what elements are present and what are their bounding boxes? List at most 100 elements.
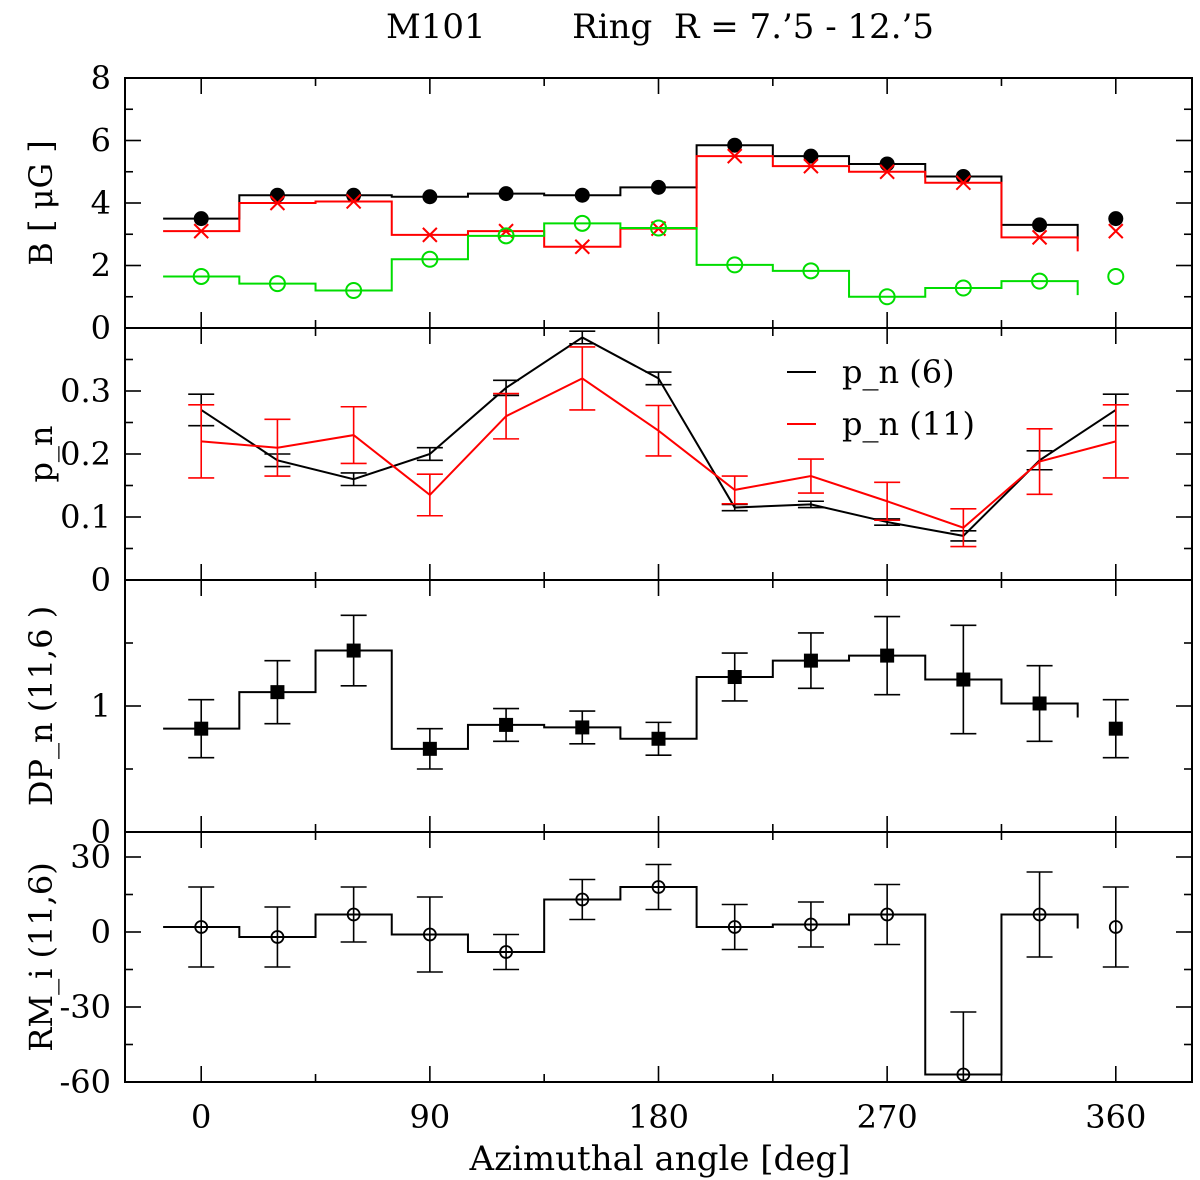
data-point	[1108, 211, 1124, 227]
data-point	[1032, 217, 1048, 233]
data-point	[727, 670, 742, 685]
step-line	[163, 155, 1079, 252]
data-point	[804, 917, 818, 932]
series-RM-0	[163, 863, 1129, 1083]
error-bar	[645, 371, 672, 386]
error-bar	[340, 472, 367, 487]
data-point	[650, 219, 667, 237]
data-point	[803, 148, 819, 164]
x-axis-label: Azimuthal angle [deg]	[469, 1139, 851, 1179]
x-tick-label: 0	[191, 1098, 211, 1136]
error-bar	[645, 404, 672, 457]
error-bar	[416, 896, 443, 973]
y-tick-label: 0	[91, 813, 111, 851]
data-point	[651, 731, 666, 746]
error-bar	[950, 508, 977, 548]
data-point	[1108, 721, 1123, 736]
data-point	[346, 643, 361, 658]
panel-DP: 0 1 DP_n (11,6 )	[22, 579, 1193, 851]
data-point	[1108, 223, 1124, 239]
ticks-B	[125, 77, 1192, 329]
y-axis-label: p_n	[22, 425, 60, 482]
panel-frame	[124, 831, 1193, 1083]
y-tick-label: 0	[91, 913, 111, 951]
data-point	[345, 282, 363, 299]
data-point	[192, 267, 210, 285]
data-point	[422, 189, 438, 205]
x-tick-label: 180	[628, 1098, 689, 1136]
data-point	[880, 907, 895, 922]
y-tick-label: -30	[59, 988, 111, 1026]
data-point	[727, 920, 742, 934]
error-bar	[493, 392, 520, 440]
data-point	[802, 262, 820, 280]
y-tick-label: 0	[91, 561, 111, 599]
data-point	[879, 164, 895, 180]
step-line	[163, 222, 1079, 298]
error-bar	[797, 901, 824, 948]
chart-title: M101 Ring R = 7.’5 - 12.’5	[386, 7, 934, 47]
data-point	[726, 256, 744, 274]
data-point	[574, 239, 590, 255]
y-tick-label: 6	[91, 122, 111, 160]
data-point	[879, 156, 895, 172]
data-point	[956, 1067, 971, 1082]
error-bar	[340, 405, 367, 465]
error-bar	[569, 878, 596, 921]
data-point	[1107, 267, 1125, 285]
error-bar	[950, 1011, 977, 1083]
series-B-2	[163, 214, 1125, 306]
data-point	[573, 214, 591, 232]
error-bar	[569, 330, 596, 345]
data-point	[880, 648, 895, 663]
y-tick-label: 0.1	[60, 498, 111, 536]
data-point	[497, 227, 515, 245]
series-DP-0	[163, 614, 1129, 770]
error-bar	[264, 418, 291, 477]
data-point	[422, 741, 437, 756]
data-point	[268, 275, 286, 293]
x-tick-label: 90	[409, 1098, 450, 1136]
data-point	[803, 653, 818, 668]
data-point	[956, 672, 971, 687]
data-point	[498, 186, 514, 202]
error-bar	[1102, 404, 1129, 479]
data-point	[194, 721, 209, 736]
y-tick-label: 0.2	[60, 435, 111, 473]
step-line	[163, 886, 1079, 1076]
panel-B: 0 2 4 6 8 B [ μG ]	[22, 59, 1193, 347]
data-point	[421, 250, 439, 268]
data-point	[575, 720, 590, 735]
data-point	[1031, 229, 1048, 246]
panel-RM: -60 -30 0 30 RM_i (11,6)	[22, 831, 1193, 1101]
data-point	[193, 211, 209, 227]
data-point	[422, 227, 438, 243]
plot-area: 0 2 4 6 8 B [ μG ] 0 0.1 0.2 0.3p_n p_n (6) p_n (11…	[22, 59, 1193, 1179]
data-point	[954, 279, 972, 297]
error-bar	[721, 475, 748, 505]
error-bar	[416, 473, 443, 517]
data-point	[194, 920, 209, 934]
ticks-RM	[125, 832, 1192, 1083]
panel-frame	[124, 579, 1193, 833]
data-point	[575, 892, 590, 907]
x-tick-label: 270	[857, 1098, 918, 1136]
error-bar	[1102, 886, 1129, 968]
error-bar	[188, 404, 215, 479]
series-B-1	[163, 148, 1124, 255]
step-line	[163, 649, 1079, 750]
error-bar	[1026, 871, 1053, 958]
data-point	[422, 927, 437, 942]
data-point	[1032, 696, 1047, 711]
y-tick-label: 30	[70, 838, 111, 876]
data-point	[499, 717, 514, 732]
data-point	[1031, 272, 1049, 290]
data-point	[803, 158, 819, 174]
data-point	[346, 907, 361, 922]
data-point	[727, 148, 743, 164]
y-axis-label: RM_i (11,6)	[22, 862, 60, 1051]
error-bar	[645, 863, 672, 911]
error-bar	[493, 933, 520, 971]
data-point	[345, 193, 362, 210]
